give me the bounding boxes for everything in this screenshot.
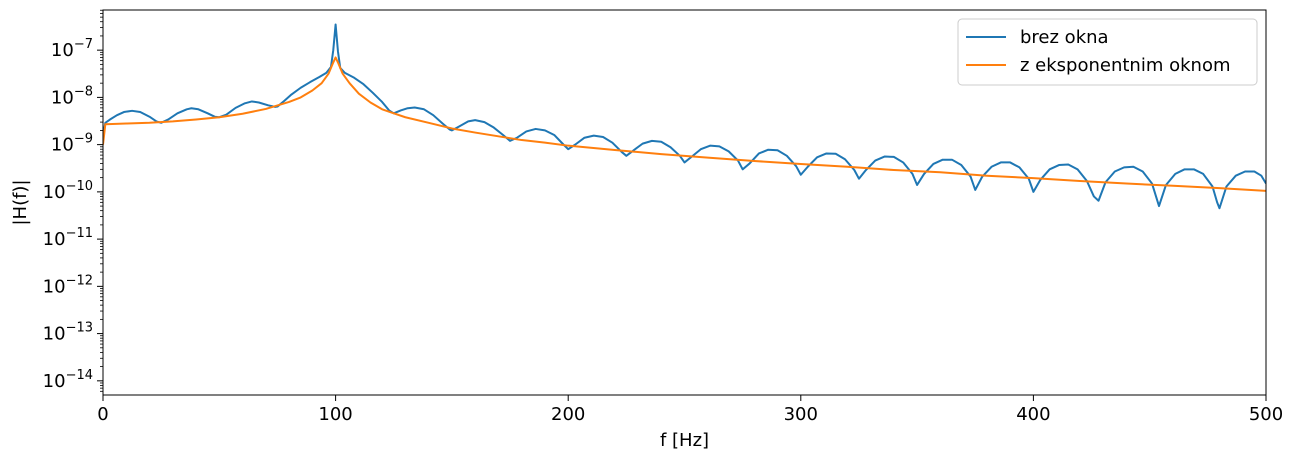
y-tick-label: 10−8 xyxy=(51,84,93,108)
y-tick-label: 10−7 xyxy=(51,37,93,61)
x-tick-label: 200 xyxy=(551,404,585,425)
y-tick-label: 10−14 xyxy=(43,368,93,392)
series-line-2 xyxy=(103,56,1266,192)
legend-box xyxy=(957,18,1258,86)
y-tick-label: 10−12 xyxy=(43,273,93,297)
y-tick-label: 10−11 xyxy=(43,226,93,250)
x-tick-label: 0 xyxy=(97,404,108,425)
y-axis-label: |H(f)| xyxy=(10,179,31,225)
x-axis-label: f [Hz] xyxy=(660,430,709,451)
x-tick-label: 400 xyxy=(1016,404,1050,425)
x-tick-label: 500 xyxy=(1249,404,1283,425)
y-tick-label: 10−10 xyxy=(43,179,93,203)
legend: brez okna z eksponentnim oknom xyxy=(957,18,1258,86)
legend-label-1: brez okna xyxy=(1020,27,1109,48)
x-tick-label: 300 xyxy=(784,404,818,425)
series-line-1 xyxy=(103,23,1266,210)
legend-label-2: z eksponentnim oknom xyxy=(1020,55,1231,76)
y-tick-label: 10−9 xyxy=(51,132,93,156)
y-tick-label: 10−13 xyxy=(43,321,93,345)
x-tick-label: 100 xyxy=(318,404,352,425)
plot-frame xyxy=(102,9,1267,396)
